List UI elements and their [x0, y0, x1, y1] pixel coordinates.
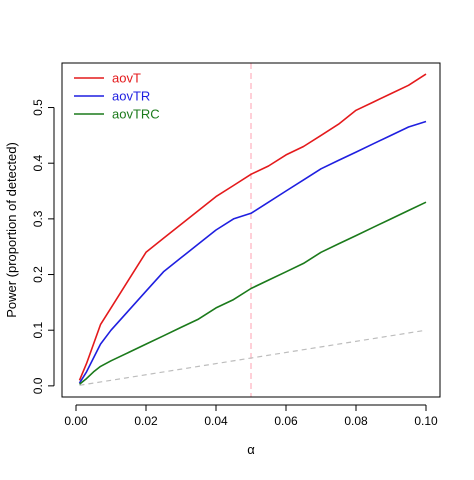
legend-label-aovTRC: aovTRC: [112, 107, 160, 122]
series-line-aovTRC: [79, 201, 427, 385]
x-tick-label: 0.08: [344, 414, 368, 428]
x-tick-label: 0.04: [204, 414, 228, 428]
legend: aovT aovTR aovTRC: [74, 71, 160, 122]
y-tick-label: 0.0: [31, 377, 45, 394]
diagonal-reference-line: [79, 329, 427, 386]
series-line-aovT: [78, 73, 427, 381]
legend-label-aovTR: aovTR: [112, 89, 150, 104]
y-axis: 0.0 0.1 0.2 0.3 0.4 0.5: [31, 99, 55, 394]
x-tick-label: 0.10: [414, 414, 438, 428]
y-tick-label: 0.5: [31, 99, 45, 116]
x-tick-label: 0.06: [274, 414, 298, 428]
y-tick-label: 0.2: [31, 266, 45, 283]
x-tick-label: 0.00: [64, 414, 88, 428]
legend-label-aovT: aovT: [112, 71, 141, 86]
plot-frame: [61, 62, 441, 398]
series-line-aovTR: [78, 120, 427, 384]
y-tick-label: 0.4: [31, 155, 45, 172]
x-axis: 0.00 0.02 0.04 0.06 0.08 0.10: [64, 404, 438, 428]
y-axis-title: Power (proportion of detected): [4, 142, 19, 318]
y-tick-label: 0.3: [31, 210, 45, 227]
y-tick-label: 0.1: [31, 322, 45, 339]
series-lines: [78, 73, 427, 385]
reference-lines: [79, 63, 427, 397]
x-axis-title: α: [247, 442, 255, 457]
x-tick-label: 0.02: [134, 414, 158, 428]
